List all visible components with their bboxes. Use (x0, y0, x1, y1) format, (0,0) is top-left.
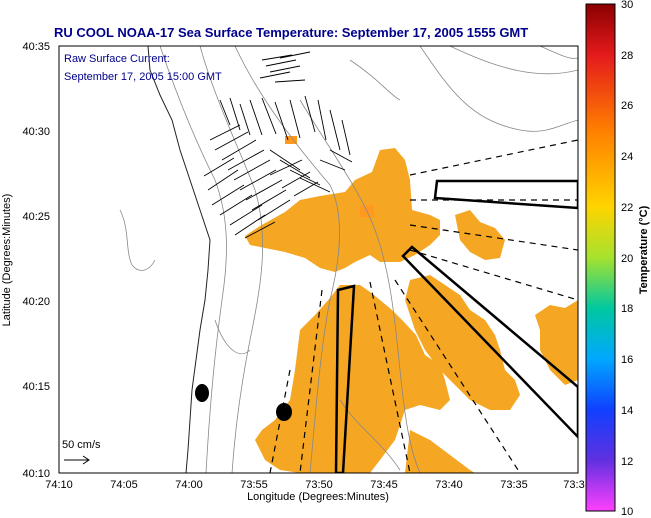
x-tick-label: 74:05 (110, 479, 138, 491)
bathymetry-contours (119, 46, 578, 473)
sampling-boxes (334, 179, 578, 473)
colorbar-tick: 26 (621, 100, 633, 112)
station-marker (276, 403, 292, 421)
station-marker (195, 384, 209, 402)
colorbar-tick: 16 (621, 354, 633, 366)
sst-patches (245, 148, 578, 473)
colorbar-tick: 24 (621, 151, 633, 163)
map-area: Raw Surface Current: September 17, 2005 … (59, 46, 578, 473)
current-label-time: September 17, 2005 15:00 GMT (64, 71, 222, 83)
scale-label: 50 cm/s (62, 439, 101, 451)
colorbar-tick: 28 (621, 50, 633, 62)
x-tick-label: 74:10 (45, 479, 73, 491)
y-axis: 40:35 40:30 40:25 40:20 40:15 40:10 (22, 41, 50, 480)
colorbar-tick: 18 (621, 303, 633, 315)
x-tick-label: 73:55 (240, 479, 268, 491)
y-tick-label: 40:30 (22, 126, 50, 138)
x-tick-label: 73:3 (563, 479, 584, 491)
colorbar-tick: 12 (621, 456, 633, 468)
colorbar-ticks: 30 28 26 24 22 20 18 16 14 12 10 (621, 0, 633, 518)
y-tick-label: 40:10 (22, 468, 50, 480)
x-axis: 74:10 74:05 74:00 73:55 73:50 73:45 73:4… (45, 479, 584, 491)
colorbar-tick: 20 (621, 253, 633, 265)
x-tick-label: 73:40 (435, 479, 463, 491)
current-label-title: Raw Surface Current: (64, 53, 170, 65)
y-axis-label: Latitude (Degrees:Minutes) (1, 194, 13, 327)
colorbar-tick: 30 (621, 0, 633, 11)
y-tick-label: 40:20 (22, 296, 50, 308)
x-tick-label: 74:00 (175, 479, 203, 491)
colorbar-label: Temperature (°C) (638, 205, 650, 294)
colorbar-tick: 10 (621, 506, 633, 518)
y-tick-label: 40:25 (22, 211, 50, 223)
y-tick-label: 40:35 (22, 41, 50, 53)
x-axis-label: Longitude (Degrees:Minutes) (247, 491, 389, 503)
current-vectors (203, 51, 353, 239)
radar-coverage-lines (269, 139, 578, 473)
colorbar (585, 3, 616, 512)
y-tick-label: 40:15 (22, 381, 50, 393)
x-tick-label: 73:50 (305, 479, 333, 491)
chart-title: RU COOL NOAA-17 Sea Surface Temperature:… (54, 25, 528, 40)
x-tick-label: 73:45 (370, 479, 398, 491)
colorbar-tick: 22 (621, 202, 633, 214)
plot-frame (58, 45, 579, 474)
colorbar-tick: 14 (621, 405, 633, 417)
x-tick-label: 73:35 (500, 479, 528, 491)
coastline (59, 46, 211, 473)
